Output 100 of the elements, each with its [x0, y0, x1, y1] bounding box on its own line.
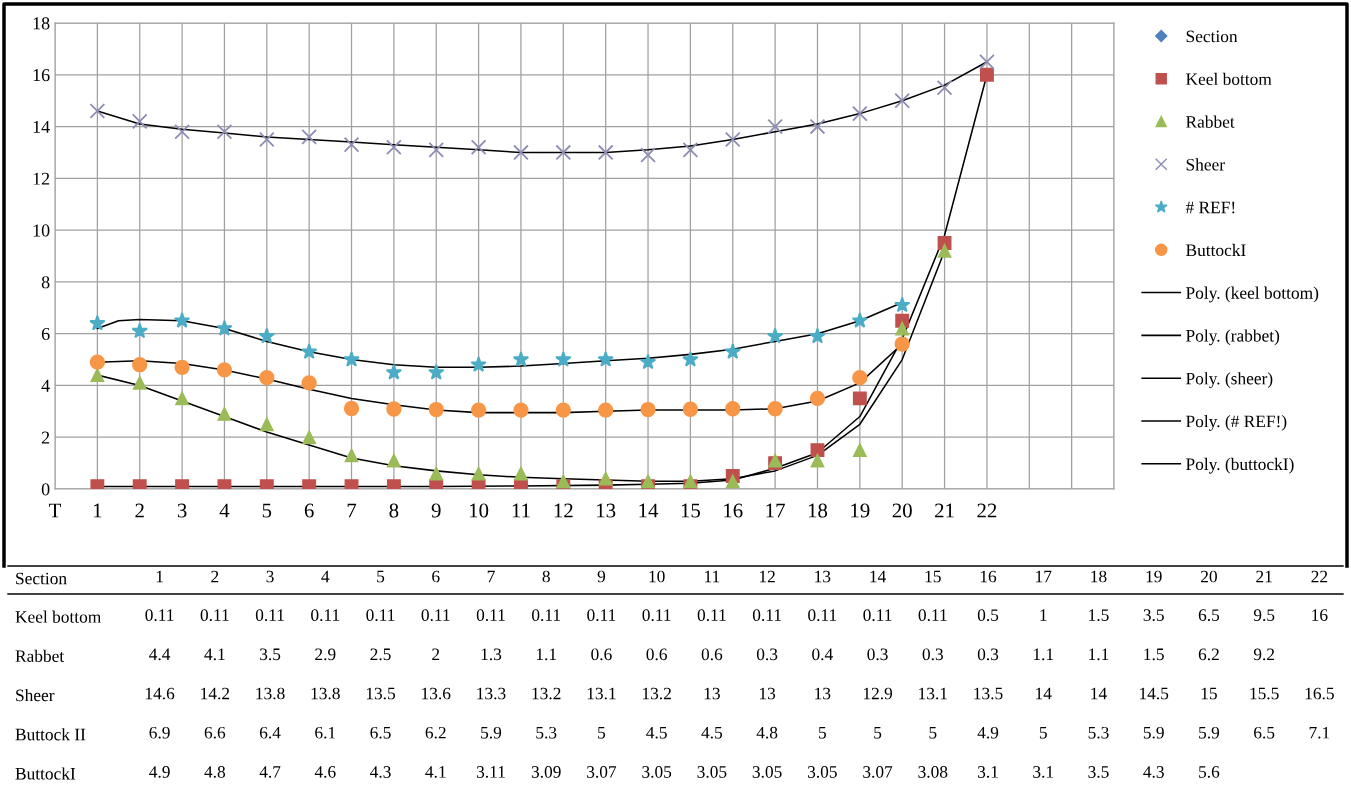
- data-label: 16: [1312, 609, 1328, 621]
- data-label: 0.11: [200, 609, 229, 622]
- data-label: 2: [432, 648, 440, 660]
- x-tick-label: 6: [304, 503, 314, 518]
- data-label: 3.08: [918, 766, 948, 778]
- data-label: 3.1: [1033, 766, 1054, 778]
- data-label: 3.05: [752, 766, 782, 778]
- data-label: 6.2: [1198, 648, 1219, 661]
- data-label: 3.07: [587, 766, 617, 778]
- legend-label: Keel bottom: [1186, 72, 1272, 86]
- data-label: 0.4: [812, 648, 833, 661]
- x-tick-label: 11: [705, 570, 720, 583]
- x-tick-label: 5: [262, 503, 272, 518]
- data-label: 1.5: [1144, 648, 1164, 661]
- legend-label: ButtockI: [1186, 243, 1246, 257]
- y-tick-label: Buttock II: [15, 728, 86, 741]
- x-tick-label: 15: [681, 503, 700, 518]
- x-tick-label: 22: [977, 503, 997, 518]
- data-label: 1.5: [1089, 609, 1109, 622]
- y-tick-label: Keel bottom: [15, 610, 102, 623]
- x-tick-label: 17: [766, 503, 785, 518]
- x-tick-label: 12: [554, 503, 573, 518]
- x-tick-label: 3: [266, 570, 274, 583]
- data-label: 0.6: [701, 648, 723, 661]
- data-label: 0.11: [697, 609, 726, 622]
- data-label: 4.1: [204, 648, 225, 661]
- x-tick-label: 1: [156, 570, 163, 583]
- data-label: 0.11: [255, 609, 284, 622]
- data-label: 0.11: [752, 609, 781, 622]
- x-tick-label: 16: [724, 503, 743, 518]
- data-label: 6.5: [1254, 726, 1275, 739]
- y-tick-label: ButtockI: [15, 767, 76, 780]
- data-label: 4.5: [701, 726, 723, 739]
- data-label: 0.11: [311, 609, 340, 622]
- x-axis-title: Section: [16, 572, 67, 585]
- data-label: 0.11: [587, 609, 616, 622]
- legend-label: # REF!: [1185, 201, 1235, 214]
- data-label: 12.9: [863, 687, 893, 700]
- x-tick-label: 2: [135, 503, 144, 518]
- x-tick-label: 10: [649, 570, 665, 583]
- data-label: 13.5: [974, 687, 1003, 700]
- data-label: 0.6: [591, 648, 612, 661]
- x-tick-label: 17: [1036, 570, 1052, 583]
- x-tick-label: 20: [892, 503, 912, 518]
- data-label: 0.3: [977, 648, 999, 661]
- data-label: 4.3: [370, 766, 391, 778]
- data-label: 2.9: [315, 648, 336, 661]
- data-label: 13.2: [532, 687, 561, 700]
- data-label: 3.1: [978, 766, 998, 778]
- x-tick-label: 14: [639, 503, 659, 518]
- data-label: 4.3: [1143, 766, 1164, 778]
- data-label: 14.5: [1140, 687, 1169, 700]
- data-label: 6.2: [425, 726, 446, 739]
- data-label: 9.5: [1253, 609, 1275, 622]
- data-label: 7.1: [1309, 726, 1330, 739]
- data-label: 14: [1091, 687, 1107, 700]
- data-label: 3.09: [531, 766, 561, 778]
- data-label: 3.07: [863, 766, 893, 778]
- data-label: 0.11: [918, 609, 947, 622]
- y-tick-label: 2: [41, 431, 50, 444]
- data-label: 13.6: [422, 687, 451, 700]
- legend-label: Rabbet: [1186, 115, 1235, 128]
- y-tick-label: Rabbet: [15, 649, 65, 662]
- legend-label: Poly. (sheer): [1186, 372, 1273, 389]
- x-tick-label: 4: [321, 570, 330, 583]
- data-label: 3.05: [642, 766, 672, 778]
- x-tick-label: T: [49, 503, 62, 518]
- x-tick-label: 4: [219, 503, 230, 518]
- data-label: 0.11: [863, 609, 892, 622]
- data-label: 6.9: [149, 726, 170, 739]
- data-label: 3.5: [1088, 766, 1109, 778]
- x-tick-label: 11: [512, 503, 530, 518]
- y-tick-label: 0: [41, 483, 50, 496]
- data-label: 0.3: [756, 648, 778, 661]
- data-label: 15: [1201, 687, 1217, 700]
- data-label: 1.3: [481, 648, 502, 661]
- data-label: 13.8: [256, 687, 285, 700]
- data-label: 5: [929, 727, 937, 739]
- data-label: 0.11: [532, 609, 561, 622]
- x-tick-label: 2: [211, 570, 219, 583]
- data-label: 4.5: [646, 726, 667, 739]
- data-label: 4.4: [149, 648, 171, 661]
- data-label: 9.2: [1253, 648, 1275, 661]
- x-tick-label: 21: [1256, 570, 1272, 583]
- data-label: 3.5: [260, 648, 281, 661]
- data-label: 0.11: [642, 609, 671, 622]
- data-label: 0.5: [977, 609, 999, 622]
- data-label: 3.05: [697, 766, 727, 778]
- data-label: 1: [1040, 609, 1047, 621]
- data-label: 13.1: [919, 687, 947, 700]
- data-label: 13.2: [643, 687, 671, 700]
- data-label: 0.6: [646, 648, 667, 661]
- x-tick-label: 21: [935, 503, 954, 518]
- y-tick-label: 18: [33, 17, 50, 30]
- y-tick-label: 16: [33, 69, 50, 82]
- x-tick-label: 10: [470, 503, 489, 518]
- data-label: 13.3: [477, 687, 506, 700]
- data-label: 0.11: [476, 609, 505, 622]
- x-tick-label: 9: [597, 570, 606, 583]
- data-label: 5: [598, 727, 606, 739]
